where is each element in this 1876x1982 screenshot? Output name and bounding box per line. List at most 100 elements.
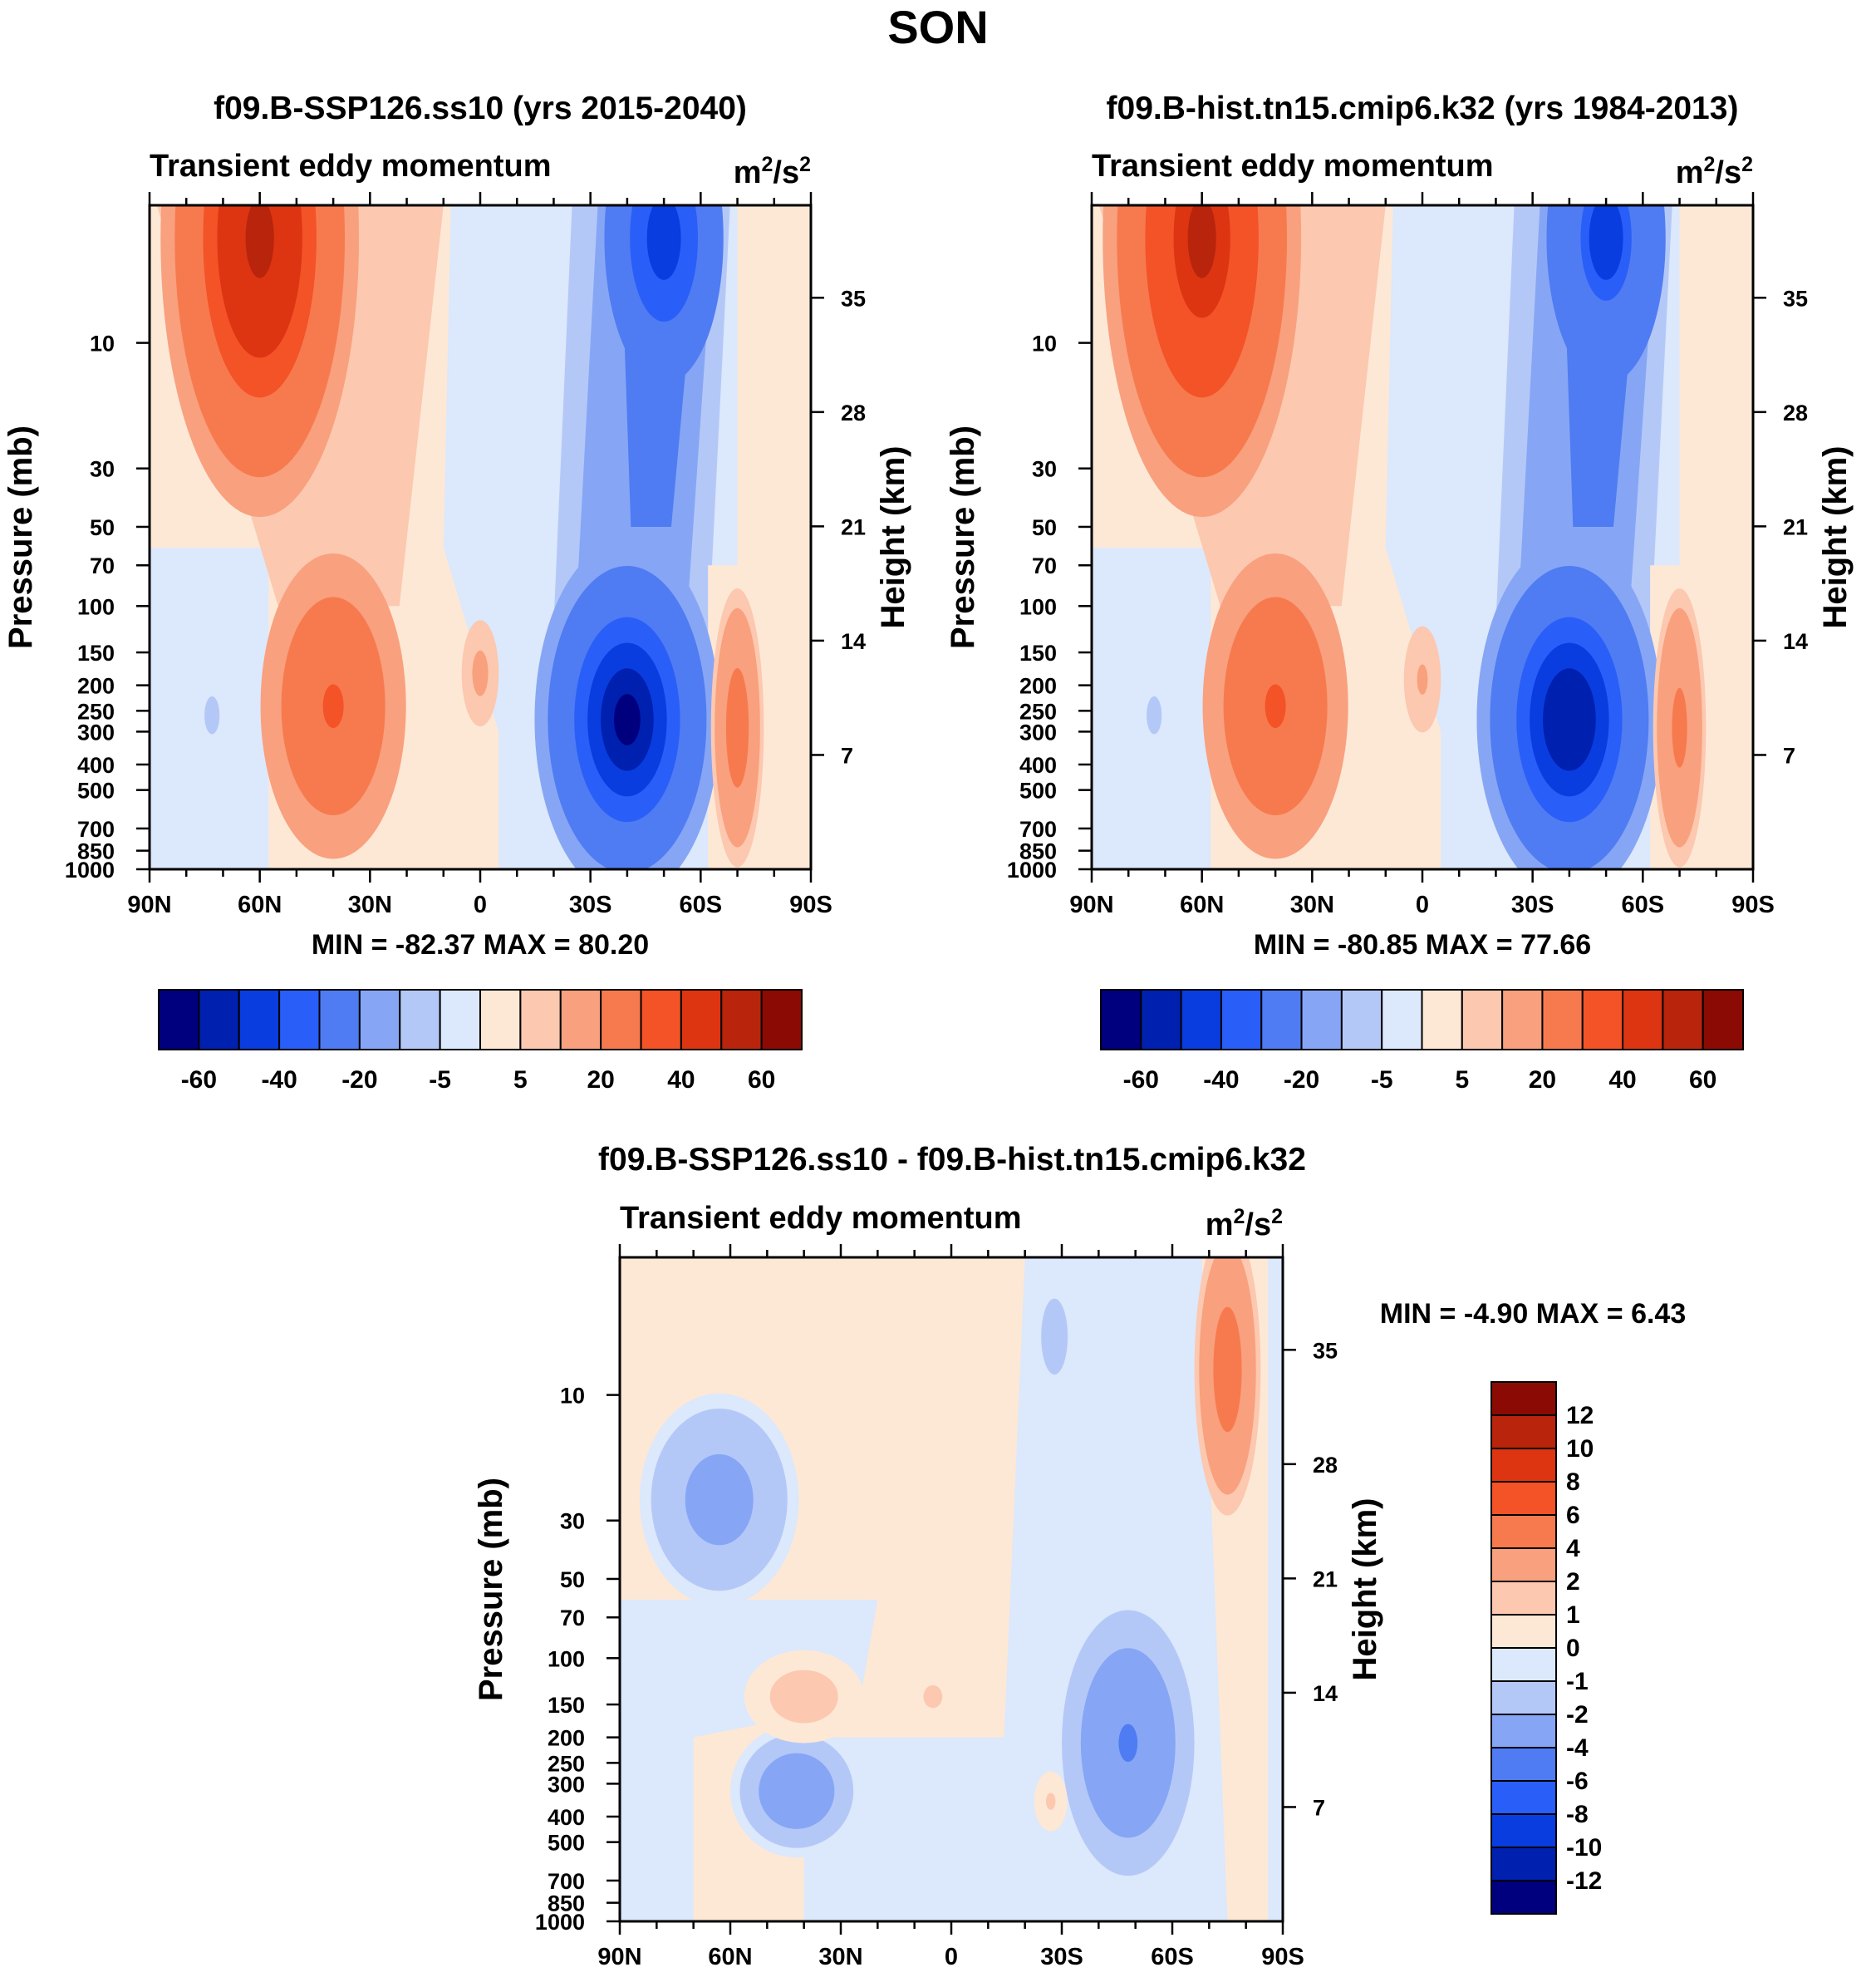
y-tick-label: 30 [560,1509,585,1534]
colorbar-swatch [358,989,401,1050]
x-tick-label: 0 [945,1944,958,1970]
y-tick-label: 700 [1019,817,1057,842]
y2-tick-label: 14 [841,629,866,654]
colorbar-swatch [238,989,281,1050]
y2-axis-label: Height (km) [875,446,911,629]
y-tick-label: 30 [1032,457,1057,482]
x-tick-label: 90N [1069,892,1113,918]
panel-units: m2/s2 [1206,1205,1283,1242]
panel-units: m2/s2 [734,153,811,190]
panel-minmax: MIN = -82.37 MAX = 80.20 [312,929,649,961]
y-tick-label: 200 [77,674,115,699]
y-tick-label: 250 [548,1751,585,1776]
colorbar-label: -12 [1566,1867,1602,1895]
colorbar-swatch [1490,1414,1557,1449]
stratospheric-positive-max [1187,205,1216,278]
sh-strat-negative-cell [1051,1326,1058,1346]
colorbar-swatch [1490,1880,1557,1915]
colorbar-swatch [760,989,803,1050]
colorbar-label: 10 [1566,1435,1594,1463]
y-tick-label: 850 [548,1891,585,1916]
colorbar-swatch [1490,1481,1557,1516]
colorbar-swatch [1220,989,1263,1050]
colorbar-swatch [1490,1647,1557,1682]
y-axis-label: Pressure (mb) [473,1478,509,1701]
y-tick-label: 70 [90,553,115,578]
panel-left-string: Transient eddy momentum [1092,149,1494,184]
contour-plot: 90N 60N 30N 0 30S 60S 90S103050701001502002503… [2,192,911,918]
y-tick-label: 300 [1019,720,1057,745]
y-tick-label: 850 [77,839,115,864]
colorbar-label: 4 [1566,1535,1580,1562]
figure-title: SON [887,1,988,53]
colorbar-label: 20 [587,1066,614,1094]
y2-tick-label: 7 [1783,743,1795,768]
panel-left-string: Transient eddy momentum [150,149,552,184]
x-tick-label: 30N [348,892,392,918]
panel-ssp126: f09.B-SSP126.ss10 (yrs 2015-2040) Transi… [2,91,911,961]
y-tick-label: 10 [90,332,115,357]
colorbar-label: 0 [1566,1635,1580,1662]
y2-tick-label: 7 [841,743,853,768]
colorbar-swatch [1180,989,1222,1050]
y2-tick-label: 35 [841,286,866,311]
y-tick-label: 250 [77,699,115,724]
colorbar-label: 8 [1566,1468,1580,1496]
contour-plot: 90N 60N 30N 0 30S 60S 90S103050701001502002503… [473,1244,1383,1970]
x-tick-label: 30S [1511,892,1554,918]
y-tick-label: 200 [548,1726,585,1751]
x-tick-label: 90S [789,892,832,918]
y-tick-label: 300 [77,720,115,745]
contour-fill [620,1257,1283,1921]
y-tick-label: 1000 [535,1910,585,1935]
sh-strat-positive-max [1222,1348,1233,1391]
stratospheric-positive-max [245,205,274,278]
y2-tick-label: 28 [1313,1453,1338,1478]
colorbar-swatch [1490,1680,1557,1715]
y-tick-label: 70 [1032,553,1057,578]
equatorial-positive-cell [928,1690,938,1703]
colorbar-label: -2 [1566,1701,1589,1729]
x-tick-label: 30S [569,892,612,918]
x-tick-label: 60N [1180,892,1224,918]
colorbar-label: -60 [1123,1066,1159,1094]
colorbar-label: 40 [667,1066,695,1094]
colorbar-swatch [1490,1847,1557,1881]
x-tick-label: 30N [818,1944,862,1970]
y-tick-label: 500 [548,1831,585,1856]
y2-tick-label: 7 [1313,1795,1325,1820]
x-tick-label: 60S [680,892,723,918]
y-tick-label: 10 [560,1384,585,1409]
nh-trop-negative-cell [787,1781,807,1801]
colorbar-label: -5 [1371,1066,1393,1094]
colorbar-swatch [1300,989,1343,1050]
y-tick-label: 150 [1019,641,1057,666]
colorbar-swatch [1490,1381,1557,1416]
colorbar-swatch [1421,989,1463,1050]
stratospheric-negative-max [1597,217,1615,259]
colorbar-label: 20 [1529,1066,1556,1094]
x-tick-label: 0 [1416,892,1429,918]
colorbar-label: 60 [748,1066,775,1094]
y2-tick-label: 35 [1783,286,1808,311]
contour-plot: 90N 60N 30N 0 30S 60S 90S103050701001502002503… [945,192,1854,918]
panel-units: m2/s2 [1676,153,1753,190]
colorbar-swatch [479,989,522,1050]
y-tick-label: 100 [1019,594,1057,619]
colorbar-swatch [439,989,481,1050]
y-tick-label: 500 [1019,779,1057,804]
contour-fill [1092,205,1753,869]
colorbar-label: -1 [1566,1668,1589,1695]
nh-polar-negative-cell [209,711,214,721]
colorbar-swatch [640,989,682,1050]
colorbar-swatch [1461,989,1504,1050]
panel-title: f09.B-SSP126.ss10 (yrs 2015-2040) [214,91,747,126]
y2-tick-label: 35 [1313,1338,1338,1363]
colorbar-label: -5 [429,1066,451,1094]
x-tick-label: 60S [1151,1944,1194,1970]
pos-strip-pole [799,205,811,869]
colorbar-label: 12 [1566,1402,1594,1429]
y-axis-label: Pressure (mb) [945,425,981,649]
colorbar-label: -10 [1566,1834,1602,1862]
colorbar-label: -6 [1566,1768,1589,1795]
